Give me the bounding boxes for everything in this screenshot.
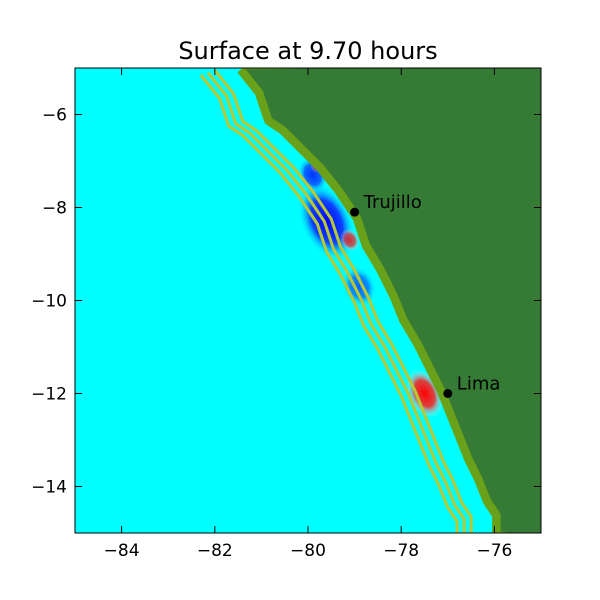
positive-anomaly-4: [340, 228, 360, 252]
depth-contour-1: [206, 71, 466, 533]
depth-contour-2: [213, 69, 473, 533]
depth-contours: [199, 69, 473, 533]
y-tick-label: −6: [42, 106, 67, 126]
y-tick-label: −12: [31, 385, 67, 405]
y-tick-label: −8: [42, 199, 67, 219]
city-label-trujillo: Trujillo: [363, 192, 422, 213]
land-mass: [240, 68, 541, 533]
x-tick-label: −82: [197, 541, 233, 561]
city-marker-trujillo: [350, 207, 360, 217]
y-tick-label: −14: [31, 478, 67, 498]
axis-ticks: −84 −82 −80 −78 −76 −6 −8 −10 −12 −14: [31, 68, 541, 561]
city-label-lima: Lima: [457, 374, 501, 395]
x-tick-label: −80: [290, 541, 326, 561]
y-tick-label: −10: [31, 292, 67, 312]
city-marker-lima: [443, 389, 453, 398]
city-markers: Trujillo Lima: [350, 192, 500, 398]
chart-title: Surface at 9.70 hours: [178, 37, 437, 65]
x-tick-label: −76: [476, 541, 512, 561]
x-tick-label: −84: [104, 541, 140, 561]
x-tick-label: −78: [383, 541, 419, 561]
depth-contour-0: [199, 74, 459, 533]
